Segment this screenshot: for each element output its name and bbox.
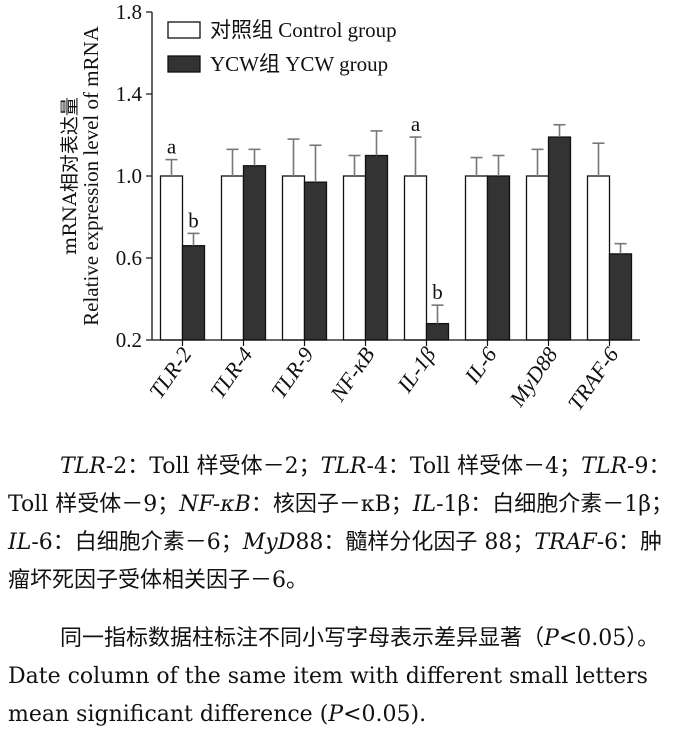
ycw-bar-MyD88: [547, 136, 572, 341]
significance-note: 同一指标数据柱标注不同小写字母表示差异显著（P<0.05）。Date colum…: [8, 620, 684, 734]
abbreviation-term: NF-κB: [179, 492, 251, 517]
abbreviation-term: IL: [8, 530, 32, 555]
y-tick-label: 1.8: [116, 0, 142, 24]
abbreviation-suffix: -6: [31, 530, 53, 555]
ycw-bar-TLR-4: [242, 165, 267, 341]
abbreviation-description: ：核因子－κB；: [250, 492, 413, 517]
abbreviation-term: TLR: [60, 454, 106, 479]
x-tick-label-TLR-9: TLR-9: [266, 343, 319, 403]
ycw-bar-IL-6: [486, 175, 511, 341]
control-bar-NF-κB: [342, 175, 367, 341]
significance-letter: a: [167, 135, 177, 159]
significance-zh-p: P: [544, 626, 559, 651]
y-axis-ticks: 0.2 0.6 1.0 1.4 1.8: [116, 0, 152, 352]
bar-chart: mRNA相对表达量 Relative expression level of m…: [59, 0, 640, 415]
significance-letter: b: [188, 208, 199, 232]
abbreviation-term: IL: [412, 492, 437, 517]
abbreviation-description: ：白细胞介素－6；: [52, 530, 243, 555]
abbreviation-item: TLR-2：Toll 样受体－2；: [60, 454, 321, 479]
bars: a b a b: [159, 112, 633, 346]
x-tick-label-IL-1β: IL-1β: [392, 343, 441, 398]
control-bar-TLR-4: [220, 175, 245, 341]
y-axis-title-en: Relative expression level of mRNA: [79, 25, 103, 326]
abbreviation-suffix: 88: [295, 530, 324, 555]
abbreviation-description: ：Toll 样受体－2；: [127, 454, 321, 479]
abbreviation-description: ：Toll 样受体－4；: [387, 454, 582, 479]
abbreviation-term: TRAF: [534, 530, 597, 555]
ycw-bar-IL-1β: [425, 322, 450, 341]
abbreviation-description: ：肿瘤坏死因子受体相关因子－6。: [8, 530, 663, 593]
ycw-bar-TLR-9: [303, 181, 328, 341]
abbreviation-suffix: -4: [366, 454, 388, 479]
y-tick-label: 1.0: [116, 164, 142, 188]
x-axis-tick-labels: TLR-2 TLR-4 TLR-9 NF-κB IL-1β IL-6 MyD88 TRAF-6: [144, 343, 624, 415]
ycw-bar-TLR-2: [181, 245, 206, 341]
control-bar-IL-1β: [403, 175, 428, 341]
abbreviation-suffix: -6: [596, 530, 619, 555]
y-tick-label: 0.6: [116, 246, 142, 270]
abbreviation-item: TLR-4：Toll 样受体－4；: [321, 454, 582, 479]
significance-zh-post: <0.05）。: [558, 626, 660, 651]
abbreviation-term: TLR: [320, 454, 367, 479]
y-tick-label: 0.2: [116, 328, 142, 352]
y-axis-title-zh: mRNA相对表达量: [59, 97, 81, 255]
control-bar-TLR-2: [159, 175, 184, 341]
legend-label: YCW组 YCW group: [210, 52, 388, 76]
significance-zh-pre: 同一指标数据柱标注不同小写字母表示差异显著（: [60, 626, 545, 651]
significance-en-post: <0.05).: [343, 702, 427, 727]
significance-en-p: P: [328, 702, 344, 727]
abbreviation-term: TLR: [581, 454, 628, 479]
abbreviation-note: TLR-2：Toll 样受体－2；TLR-4：Toll 样受体－4；TLR-9：…: [8, 448, 684, 600]
abbreviation-item: MyD88：髓样分化因子 88；: [243, 530, 535, 555]
ycw-bar-NF-κB: [364, 154, 389, 341]
x-tick-label-TRAF-6: TRAF-6: [562, 343, 623, 415]
abbreviation-suffix: -9: [627, 454, 649, 479]
control-bar-MyD88: [525, 175, 550, 341]
y-tick-label: 1.4: [116, 82, 143, 106]
x-tick-label-IL-6: IL-6: [459, 343, 502, 389]
x-tick-label-TLR-4: TLR-4: [205, 343, 258, 403]
abbreviation-description: ：白细胞介素－1β；: [470, 492, 673, 517]
abbreviation-item: IL-1β：白细胞介素－1β；: [413, 492, 673, 517]
legend-swatch: [167, 21, 201, 39]
abbreviation-item: NF-κB：核因子－κB；: [179, 492, 412, 517]
axes: [151, 12, 640, 341]
x-tick-label-MyD88: MyD88: [504, 343, 563, 412]
abbreviation-description: ：Toll 样受体－9；: [8, 454, 671, 517]
legend-swatch: [167, 55, 201, 73]
abbreviation-item: TRAF-6：肿瘤坏死因子受体相关因子－6。: [8, 530, 662, 593]
legend: 对照组 Control group YCW组 YCW group: [167, 18, 397, 76]
control-bar-TLR-9: [281, 175, 306, 341]
control-bar-IL-6: [464, 175, 489, 341]
legend-label: 对照组 Control group: [210, 18, 397, 42]
abbreviation-suffix: -2: [105, 454, 128, 479]
significance-letter: b: [432, 280, 443, 304]
abbreviation-term: MyD: [242, 530, 296, 555]
abbreviation-suffix: -1β: [436, 492, 471, 517]
x-tick-label-TLR-2: TLR-2: [144, 343, 197, 403]
ycw-bar-TRAF-6: [608, 253, 633, 341]
significance-en-pre: Date column of the same item with differ…: [8, 664, 648, 727]
control-bar-TRAF-6: [586, 175, 611, 341]
abbreviation-description: ：髓样分化因子 88；: [323, 530, 535, 555]
y-axis-title: mRNA相对表达量 Relative expression level of m…: [59, 25, 103, 326]
abbreviation-item: IL-6：白细胞介素－6；: [8, 530, 243, 555]
abbreviation-item: TLR-9：Toll 样受体－9；: [8, 454, 670, 517]
x-tick-label-NF-κB: NF-κB: [324, 343, 379, 407]
significance-letter: a: [411, 112, 421, 136]
